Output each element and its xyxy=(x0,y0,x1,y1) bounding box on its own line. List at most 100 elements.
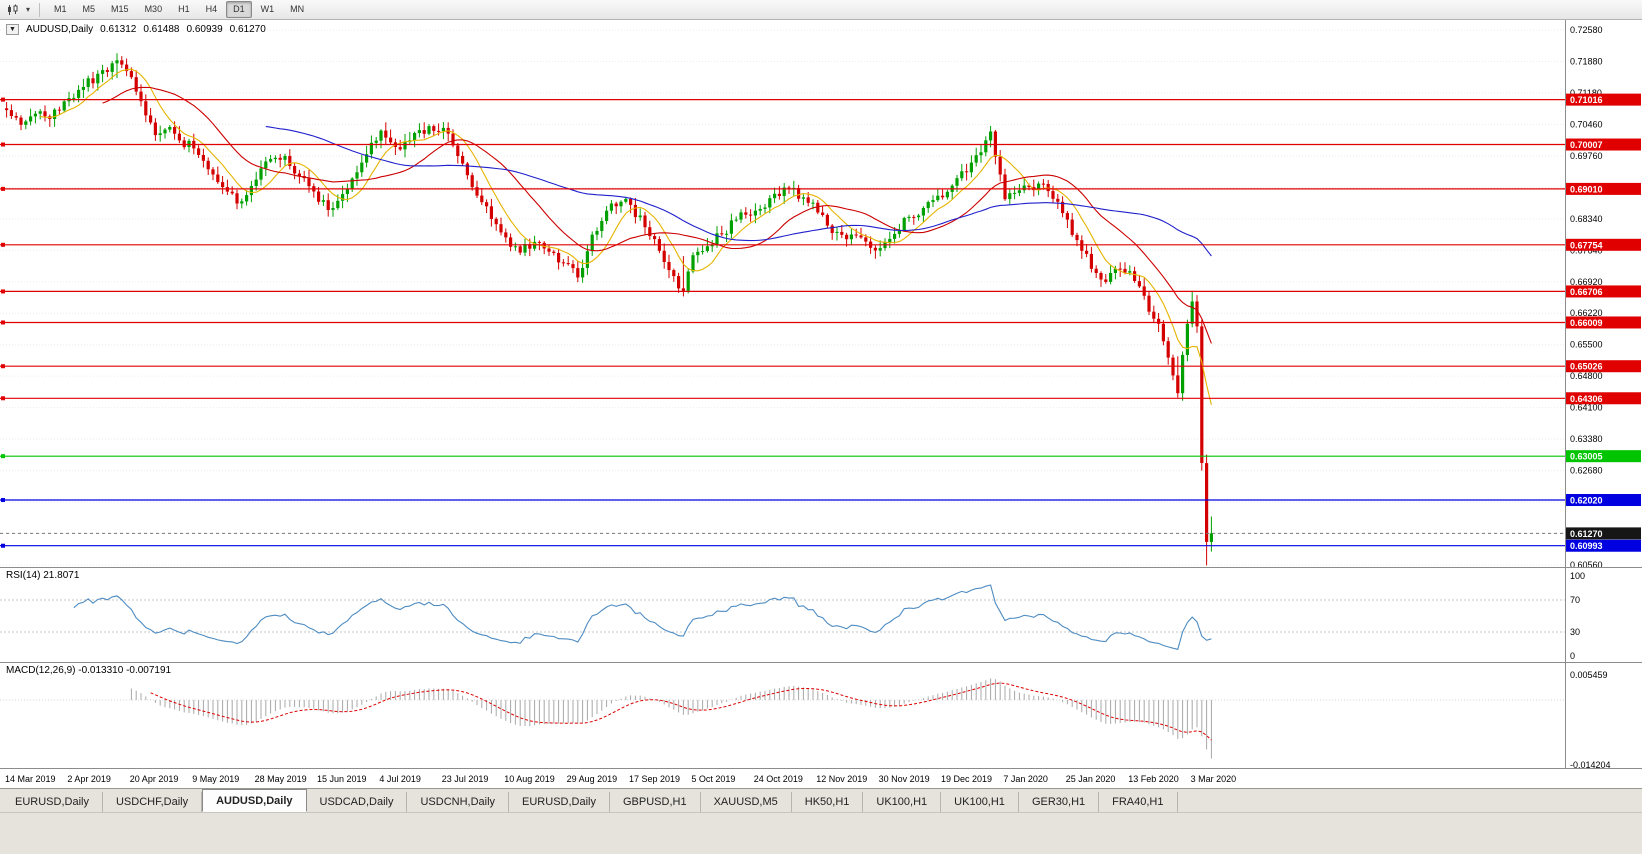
svg-text:0.64100: 0.64100 xyxy=(1570,403,1603,413)
price-badge-0.70007 xyxy=(1566,138,1641,151)
svg-text:0.70007: 0.70007 xyxy=(1570,140,1603,150)
date-axis-label: 25 Jan 2020 xyxy=(1066,774,1116,784)
date-axis-label: 5 Oct 2019 xyxy=(691,774,735,784)
svg-text:0.69010: 0.69010 xyxy=(1570,184,1603,194)
svg-text:0.64306: 0.64306 xyxy=(1570,394,1603,404)
price-badge-0.64306 xyxy=(1566,392,1641,405)
date-axis-label: 20 Apr 2019 xyxy=(130,774,179,784)
timeframe-d1[interactable]: D1 xyxy=(226,1,252,18)
hline-handle-icon[interactable] xyxy=(1,396,5,401)
svg-text:0.61270: 0.61270 xyxy=(1570,529,1603,539)
date-axis-label: 3 Mar 2020 xyxy=(1191,774,1237,784)
chart-type-dropdown-caret-icon[interactable]: ▾ xyxy=(26,5,31,14)
svg-text:30: 30 xyxy=(1570,627,1580,637)
hline-handle-icon[interactable] xyxy=(1,242,5,247)
date-axis-label: 14 Mar 2019 xyxy=(5,774,56,784)
svg-text:70: 70 xyxy=(1570,595,1580,605)
timeframe-h1[interactable]: H1 xyxy=(178,4,190,14)
hline-handle-icon[interactable] xyxy=(1,289,5,294)
svg-text:0.70460: 0.70460 xyxy=(1570,119,1603,129)
tab-usdcnh-daily[interactable]: USDCNH,Daily xyxy=(407,792,510,812)
svg-text:0.60993: 0.60993 xyxy=(1570,541,1603,551)
tab-audusd-daily[interactable]: AUDUSD,Daily xyxy=(202,789,307,812)
price-badge-0.66706 xyxy=(1566,285,1641,298)
date-axis-label: 2 Apr 2019 xyxy=(67,774,111,784)
tab-gbpusd-h1[interactable]: GBPUSD,H1 xyxy=(610,792,701,812)
price-badge-0.67754 xyxy=(1566,238,1641,251)
toolbar-separator xyxy=(39,2,41,17)
svg-text:0.64800: 0.64800 xyxy=(1570,371,1603,381)
chart-tabs: EURUSD,Daily USDCHF,Daily AUDUSD,Daily USDC… xyxy=(0,788,1642,812)
svg-text:0.62020: 0.62020 xyxy=(1570,496,1603,506)
date-axis-label: 30 Nov 2019 xyxy=(879,774,930,784)
date-axis-label: 15 Jun 2019 xyxy=(317,774,367,784)
timeframe-toolbar: ▾ M1 M5 M15 M30 H1 H4 D1 W1 MN xyxy=(0,0,1642,20)
svg-text:0.66706: 0.66706 xyxy=(1570,287,1603,297)
hline-handle-icon[interactable] xyxy=(1,498,5,503)
tab-usdchf-daily[interactable]: USDCHF,Daily xyxy=(103,792,203,812)
tab-uk100-h1[interactable]: UK100,H1 xyxy=(863,792,942,812)
tab-fra40-h1[interactable]: FRA40,H1 xyxy=(1099,792,1178,812)
tab-eurusd-daily[interactable]: EURUSD,Daily xyxy=(509,792,610,812)
svg-text:0.68340: 0.68340 xyxy=(1570,214,1603,224)
price-badge-0.62020 xyxy=(1566,494,1641,507)
hline-handle-icon[interactable] xyxy=(1,186,5,191)
svg-text:0.005459: 0.005459 xyxy=(1570,670,1608,680)
date-axis-label: 23 Jul 2019 xyxy=(442,774,489,784)
date-axis-label: 4 Jul 2019 xyxy=(379,774,421,784)
timeframe-m15[interactable]: M15 xyxy=(111,4,129,14)
hline-handle-icon[interactable] xyxy=(1,454,5,459)
svg-text:0.60560: 0.60560 xyxy=(1570,560,1603,570)
tab-eurusd-daily[interactable]: EURUSD,Daily xyxy=(2,792,103,812)
svg-text:0.62680: 0.62680 xyxy=(1570,466,1603,476)
timeframe-w1[interactable]: W1 xyxy=(260,4,275,14)
timeframe-m1[interactable]: M1 xyxy=(54,4,67,14)
rsi-line xyxy=(73,584,1212,650)
date-axis-label: 7 Jan 2020 xyxy=(1003,774,1048,784)
date-axis-label: 13 Feb 2020 xyxy=(1128,774,1179,784)
macd-histogram xyxy=(130,678,1212,759)
hline-handle-icon[interactable] xyxy=(1,364,5,369)
svg-text:100: 100 xyxy=(1570,571,1585,581)
price-badge-0.71016 xyxy=(1566,93,1641,106)
chart-area: 0.72580 0.71880 0.71180 0.70460 0.69760 0.690… xyxy=(0,20,1642,788)
tab-uk100-h1[interactable]: UK100,H1 xyxy=(941,792,1019,812)
timeframe-mn[interactable]: MN xyxy=(290,4,305,14)
hline-handle-icon[interactable] xyxy=(1,142,5,147)
price-badge-0.65026 xyxy=(1566,360,1641,373)
hline-handle-icon[interactable] xyxy=(1,320,5,325)
hline-handle-icon[interactable] xyxy=(1,97,5,102)
svg-text:0.63005: 0.63005 xyxy=(1570,452,1603,462)
svg-text:0.66920: 0.66920 xyxy=(1570,277,1603,287)
fast-ma-line xyxy=(40,68,1212,405)
timeframe-h4[interactable]: H4 xyxy=(205,4,218,14)
tab-hk50-h1[interactable]: HK50,H1 xyxy=(792,792,864,812)
date-axis-label: 17 Sep 2019 xyxy=(629,774,680,784)
slow-ma-line xyxy=(265,125,1212,257)
svg-text:0.71016: 0.71016 xyxy=(1570,95,1603,105)
timeframe-m5[interactable]: M5 xyxy=(82,4,96,14)
chart-type-button[interactable] xyxy=(4,3,22,17)
candles xyxy=(5,53,1213,566)
svg-text:0.65500: 0.65500 xyxy=(1570,340,1603,350)
tab-ger30-h1[interactable]: GER30,H1 xyxy=(1019,792,1100,812)
svg-text:0.71880: 0.71880 xyxy=(1570,56,1603,66)
svg-text:0.66009: 0.66009 xyxy=(1570,318,1603,328)
svg-text:0.66220: 0.66220 xyxy=(1570,308,1603,318)
tab-usdcad-daily[interactable]: USDCAD,Daily xyxy=(307,792,408,812)
price-badge-0.63005 xyxy=(1566,450,1641,463)
date-axis-label: 9 May 2019 xyxy=(192,774,239,784)
tab-xauusd-m5[interactable]: XAUUSD,M5 xyxy=(701,792,792,812)
svg-text:0.72580: 0.72580 xyxy=(1570,25,1603,35)
timeframe-m30[interactable]: M30 xyxy=(144,4,163,14)
price-chart-canvas[interactable]: 0.72580 0.71880 0.71180 0.70460 0.69760 0.690… xyxy=(0,20,1642,788)
date-axis-label: 29 Aug 2019 xyxy=(567,774,618,784)
date-axis-label: 28 May 2019 xyxy=(255,774,307,784)
hline-handle-icon[interactable] xyxy=(1,543,5,548)
price-badge-0.60993 xyxy=(1566,539,1641,552)
macd-signal-line xyxy=(150,682,1212,741)
timeframe-buttons: M1 M5 M15 M30 H1 H4 D1 W1 MN xyxy=(47,1,311,18)
svg-text:0.67754: 0.67754 xyxy=(1570,240,1603,250)
mid-ma-line xyxy=(102,86,1212,344)
